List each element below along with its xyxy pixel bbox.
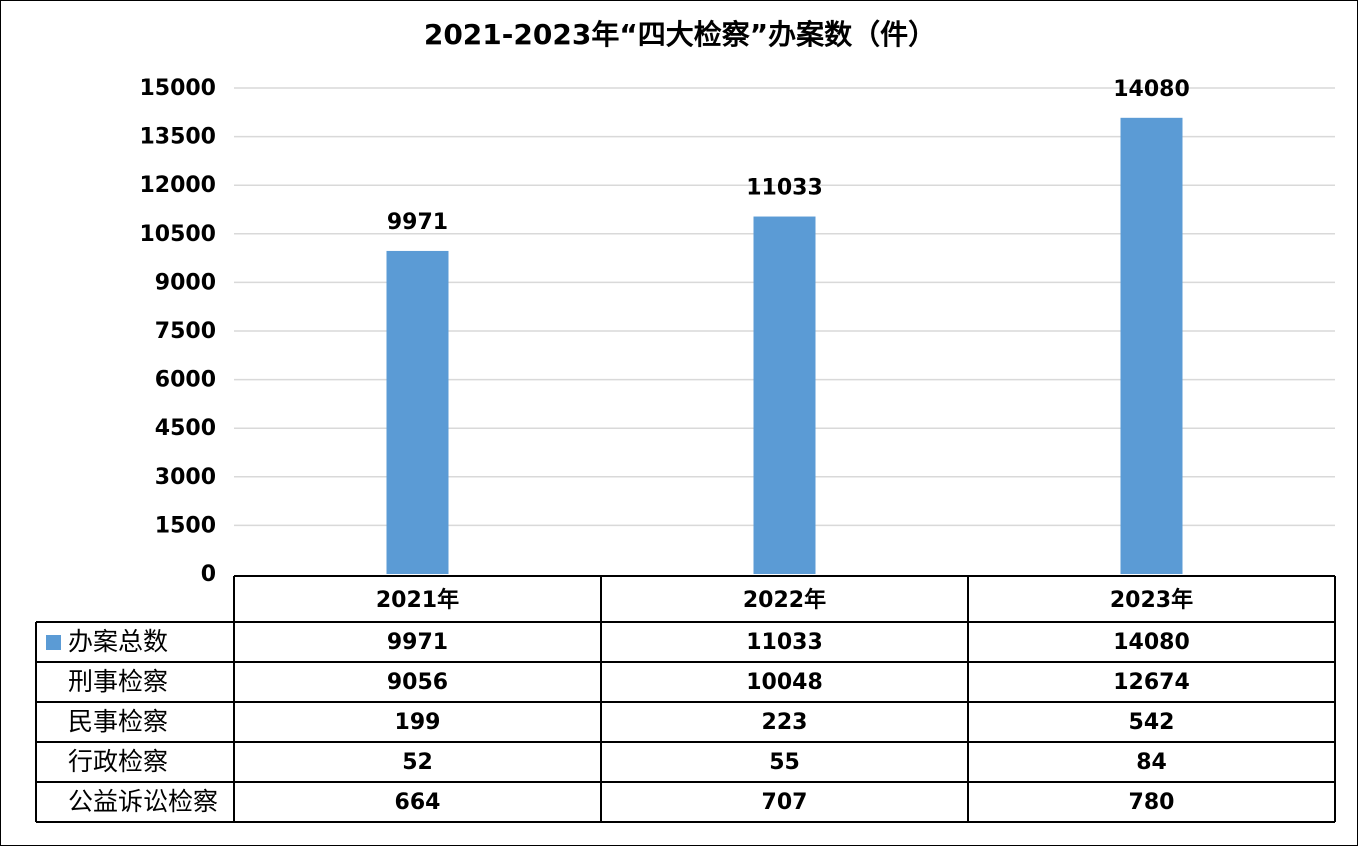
series-name: 公益诉讼检察 xyxy=(68,787,218,816)
series-name: 行政检察 xyxy=(68,747,168,776)
table-cell: 199 xyxy=(395,710,441,735)
table-cell: 664 xyxy=(395,790,441,815)
table-cell: 84 xyxy=(1136,750,1167,775)
x-category-label: 2021年 xyxy=(376,587,459,613)
x-category-label: 2022年 xyxy=(743,587,826,613)
table-cell: 14080 xyxy=(1113,630,1190,655)
y-tick-label: 4500 xyxy=(155,416,216,441)
table-cell: 11033 xyxy=(746,630,823,655)
y-tick-label: 7500 xyxy=(155,319,216,344)
bar xyxy=(1120,117,1183,575)
table-cell: 10048 xyxy=(746,670,823,695)
y-tick-label: 9000 xyxy=(155,270,216,295)
chart-title: 2021-2023年“四大检察”办案数（件） xyxy=(424,18,936,51)
series-name: 民事检察 xyxy=(68,707,168,736)
table-cell: 707 xyxy=(762,790,808,815)
data-label: 9971 xyxy=(387,210,448,235)
legend-swatch xyxy=(46,635,61,650)
x-category-label: 2023年 xyxy=(1110,587,1193,613)
table-cell: 780 xyxy=(1129,790,1175,815)
table-cell: 9971 xyxy=(387,630,448,655)
table-cell: 223 xyxy=(762,710,808,735)
bar xyxy=(386,250,449,574)
y-tick-label: 10500 xyxy=(139,222,216,247)
y-tick-label: 0 xyxy=(201,562,216,587)
data-label: 11033 xyxy=(746,176,823,201)
y-tick-label: 1500 xyxy=(155,513,216,538)
y-tick-label: 13500 xyxy=(139,125,216,150)
y-tick-label: 15000 xyxy=(139,76,216,101)
series-name: 刑事检察 xyxy=(68,667,168,696)
table-cell: 55 xyxy=(769,750,800,775)
table-cell: 542 xyxy=(1129,710,1175,735)
y-tick-label: 6000 xyxy=(155,368,216,393)
y-tick-label: 12000 xyxy=(139,173,216,198)
table-cell: 9056 xyxy=(387,670,448,695)
data-label: 14080 xyxy=(1113,77,1190,102)
bar xyxy=(753,216,816,574)
table-cell: 12674 xyxy=(1113,670,1190,695)
table-cell: 52 xyxy=(402,750,433,775)
y-tick-label: 3000 xyxy=(155,465,216,490)
series-name: 办案总数 xyxy=(68,627,168,656)
